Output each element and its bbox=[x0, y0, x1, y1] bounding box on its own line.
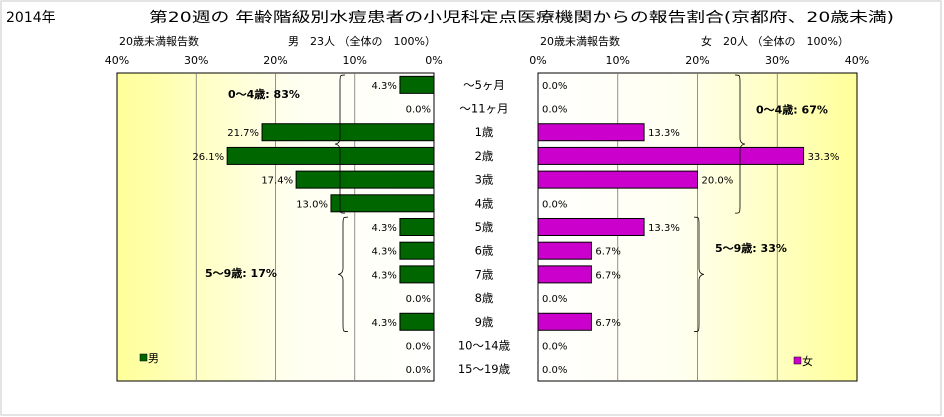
annotation-bracket bbox=[734, 74, 746, 214]
female-legend-swatch bbox=[793, 356, 802, 365]
x-tick-label: 20% bbox=[263, 54, 287, 67]
bar bbox=[295, 170, 435, 189]
age-group-annotation: 0〜4歳: 67% bbox=[756, 102, 828, 116]
data-label: 6.7% bbox=[595, 247, 620, 258]
male-legend-label: 男 bbox=[148, 352, 159, 365]
data-label: 4.3% bbox=[372, 270, 397, 281]
x-tick-label: 0% bbox=[529, 54, 546, 67]
x-tick-label: 10% bbox=[606, 54, 630, 67]
bar bbox=[399, 241, 435, 260]
category-label: 3歳 bbox=[475, 173, 494, 187]
data-label: 0.0% bbox=[406, 294, 431, 305]
category-label: 5歳 bbox=[475, 220, 494, 234]
bar bbox=[330, 194, 435, 213]
data-label: 0.0% bbox=[542, 365, 567, 376]
data-label: 4.3% bbox=[372, 247, 397, 258]
data-label: 4.3% bbox=[372, 318, 397, 329]
male-legend: 男 bbox=[139, 352, 159, 365]
data-label: 0.0% bbox=[542, 199, 567, 210]
data-label: 4.3% bbox=[372, 81, 397, 92]
data-label: 0.0% bbox=[542, 105, 567, 116]
category-label: 7歳 bbox=[475, 267, 494, 281]
category-label: 8歳 bbox=[475, 291, 494, 305]
bar bbox=[261, 123, 435, 142]
data-label: 6.7% bbox=[595, 270, 620, 281]
data-label: 33.3% bbox=[808, 152, 840, 163]
category-label: 1歳 bbox=[475, 125, 494, 139]
category-label: 2歳 bbox=[475, 149, 494, 163]
bar bbox=[399, 75, 435, 94]
male-panel: 20歳未満報告数 男 23人 （全体の 100%） 40% 30% 20% 10% 0%… bbox=[105, 34, 443, 382]
x-tick-label: 0% bbox=[425, 54, 442, 67]
data-label: 21.7% bbox=[227, 128, 259, 139]
category-label: 9歳 bbox=[475, 315, 494, 329]
female-legend: 女 bbox=[793, 354, 813, 368]
data-label: 13.0% bbox=[296, 199, 328, 210]
bar bbox=[537, 218, 645, 236]
category-label: 〜5ヶ月 bbox=[463, 78, 505, 92]
bar bbox=[537, 241, 592, 260]
data-label: 0.0% bbox=[542, 341, 567, 352]
x-tick-label: 40% bbox=[105, 54, 129, 67]
age-group-annotation: 5〜9歳: 17% bbox=[205, 266, 277, 280]
year-label: 2014年 bbox=[6, 10, 56, 26]
category-label: 4歳 bbox=[475, 196, 494, 210]
data-label: 13.3% bbox=[648, 223, 680, 234]
data-label: 0.0% bbox=[542, 81, 567, 92]
female-subtitle-right: 女 20人 （全体の 100%） bbox=[701, 34, 849, 48]
x-tick-label: 20% bbox=[685, 54, 709, 67]
data-label: 0.0% bbox=[542, 294, 567, 305]
data-label: 17.4% bbox=[261, 176, 293, 187]
data-label: 6.7% bbox=[595, 318, 620, 329]
data-label: 4.3% bbox=[372, 223, 397, 234]
chart-title: 第20週の 年齢階級別水痘患者の小児科定点医療機関からの報告割合(京都府、20歳… bbox=[149, 9, 894, 26]
bar bbox=[399, 265, 435, 284]
data-label: 0.0% bbox=[406, 341, 431, 352]
data-label: 0.0% bbox=[406, 105, 431, 116]
data-label: 13.3% bbox=[648, 128, 680, 139]
male-subtitle-left: 20歳未満報告数 bbox=[119, 35, 199, 48]
female-subtitle-left: 20歳未満報告数 bbox=[540, 35, 620, 48]
annotation-bracket bbox=[337, 216, 349, 333]
x-tick-label: 40% bbox=[845, 54, 869, 67]
category-label: 10〜14歳 bbox=[458, 338, 511, 352]
x-tick-label: 10% bbox=[343, 54, 367, 67]
category-label: 6歳 bbox=[475, 244, 494, 258]
category-labels: 〜5ヶ月〜11ヶ月 1歳 2歳 3歳 4歳 5歳 6歳 7歳 8歳 9歳 10〜14歳 15〜19歳 bbox=[458, 78, 511, 376]
category-label: 〜11ヶ月 bbox=[459, 102, 508, 116]
annotation-bracket bbox=[693, 216, 705, 333]
age-group-annotation: 5〜9歳: 33% bbox=[715, 241, 787, 255]
age-group-annotation: 0〜4歳: 83% bbox=[228, 87, 300, 101]
female-legend-label: 女 bbox=[802, 354, 813, 368]
female-panel: 20歳未満報告数 女 20人 （全体の 100%） 0% 10% 20% 30% 40%… bbox=[529, 34, 869, 382]
data-label: 0.0% bbox=[406, 365, 431, 376]
x-tick-label: 30% bbox=[765, 54, 789, 67]
bar bbox=[537, 123, 645, 142]
male-legend-swatch bbox=[139, 353, 148, 362]
male-subtitle-right: 男 23人 （全体の 100%） bbox=[288, 34, 436, 48]
data-label: 20.0% bbox=[702, 176, 734, 187]
bar bbox=[537, 312, 592, 331]
data-label: 26.1% bbox=[192, 152, 224, 163]
bar bbox=[226, 146, 435, 165]
bar bbox=[399, 218, 435, 236]
bar bbox=[537, 170, 698, 189]
category-label: 15〜19歳 bbox=[458, 362, 511, 376]
bar bbox=[537, 265, 592, 284]
bar bbox=[537, 146, 805, 165]
bar bbox=[399, 312, 435, 331]
x-tick-label: 30% bbox=[184, 54, 208, 67]
annotation-bracket bbox=[334, 74, 346, 214]
